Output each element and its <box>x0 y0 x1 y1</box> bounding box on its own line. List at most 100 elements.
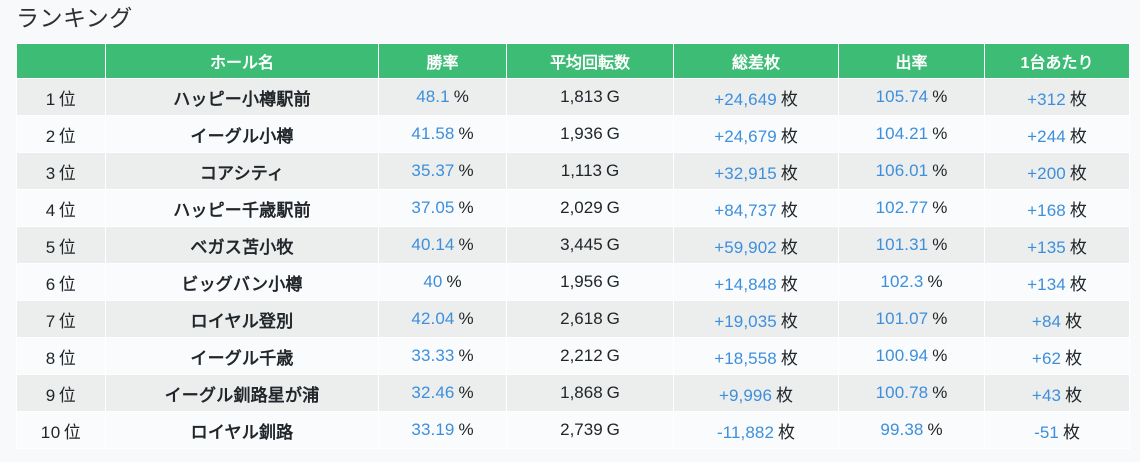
cell-total-diff-value: +14,848 <box>714 274 777 294</box>
cell-hall-name-value: ベガス苫小牧 <box>190 237 294 257</box>
table-header: ホール名 勝率 平均回転数 総差枚 出率 1台あたり <box>17 44 1129 78</box>
cell-rank-unit: 位 <box>63 422 82 442</box>
cell-rank-value: 1 <box>45 89 56 109</box>
cell-hall-name-value: ビッグバン小樽 <box>181 274 303 294</box>
cell-total-diff-value: +24,649 <box>714 89 777 109</box>
cell-win-rate: 35.37% <box>379 153 506 189</box>
cell-payout-rate: 106.01% <box>839 153 984 189</box>
table-row[interactable]: 2 位イーグル小樽 41.58% 1,936 G +24,679 枚 104.21% +244 枚 <box>17 116 1129 152</box>
cell-total-diff-unit: 枚 <box>780 163 798 183</box>
table-row[interactable]: 5 位ベガス苫小牧 40.14% 3,445 G +59,902 枚 101.31% +135 枚 <box>17 227 1129 263</box>
column-header-payout-rate[interactable]: 出率 <box>839 44 984 78</box>
column-header-avg-spins[interactable]: 平均回転数 <box>507 44 673 78</box>
cell-total-diff-value: +19,035 <box>714 311 777 331</box>
column-header-win-rate[interactable]: 勝率 <box>379 44 506 78</box>
cell-win-rate-unit: % <box>458 161 474 180</box>
cell-avg-spins: 1,113 G <box>507 153 673 189</box>
cell-per-machine-value: +43 <box>1031 385 1062 405</box>
cell-payout-rate: 99.38% <box>839 412 984 448</box>
cell-per-machine-unit: 枚 <box>1069 274 1087 294</box>
cell-total-diff-unit: 枚 <box>780 311 798 331</box>
column-header-per-machine[interactable]: 1台あたり <box>985 44 1129 78</box>
cell-win-rate: 32.46% <box>379 375 506 411</box>
cell-rank-value: 3 <box>45 163 56 183</box>
cell-hall-name: ロイヤル登別 <box>106 301 378 337</box>
cell-avg-spins: 1,956 G <box>507 264 673 300</box>
column-header-total-diff[interactable]: 総差枚 <box>674 44 838 78</box>
cell-win-rate: 40.14% <box>379 227 506 263</box>
cell-per-machine-unit: 枚 <box>1065 348 1083 368</box>
cell-avg-spins-value: 1,113 <box>560 161 603 180</box>
cell-win-rate-unit: % <box>458 346 474 365</box>
cell-hall-name-value: ハッピー小樽駅前 <box>173 89 311 109</box>
cell-avg-spins-unit: G <box>606 161 620 180</box>
table-row[interactable]: 7 位ロイヤル登別 42.04% 2,618 G +19,035 枚 101.07% +84 枚 <box>17 301 1129 337</box>
cell-payout-rate-value: 99.38 <box>880 420 924 439</box>
cell-avg-spins: 1,868 G <box>507 375 673 411</box>
cell-hall-name: イーグル千歳 <box>106 338 378 374</box>
table-row[interactable]: 9 位イーグル釧路星が浦 32.46% 1,868 G +9,996 枚 100.78% +43… <box>17 375 1129 411</box>
table-row[interactable]: 1 位ハッピー小樽駅前 48.1% 1,813 G +24,649 枚 105.74% +312… <box>17 79 1129 115</box>
cell-per-machine-unit: 枚 <box>1069 89 1087 109</box>
cell-payout-rate-value: 100.78 <box>875 383 929 402</box>
cell-payout-rate: 104.21% <box>839 116 984 152</box>
cell-per-machine-unit: 枚 <box>1062 422 1080 442</box>
cell-rank-unit: 位 <box>58 163 77 183</box>
column-header-rank[interactable] <box>17 44 105 78</box>
cell-payout-rate-value: 101.31 <box>875 235 929 254</box>
cell-rank-value: 10 <box>40 422 61 442</box>
cell-per-machine-unit: 枚 <box>1069 126 1087 146</box>
cell-total-diff: +24,679 枚 <box>674 116 838 152</box>
cell-hall-name-value: ハッピー千歳駅前 <box>173 200 311 220</box>
cell-total-diff-unit: 枚 <box>780 126 798 146</box>
cell-rank-unit: 位 <box>58 274 77 294</box>
column-header-hall-name[interactable]: ホール名 <box>106 44 378 78</box>
cell-avg-spins: 3,445 G <box>507 227 673 263</box>
cell-per-machine: +134 枚 <box>985 264 1129 300</box>
cell-rank-unit: 位 <box>58 126 77 146</box>
cell-avg-spins-unit: G <box>606 87 620 106</box>
cell-per-machine-unit: 枚 <box>1069 163 1087 183</box>
table-body: 1 位ハッピー小樽駅前 48.1% 1,813 G +24,649 枚 105.74% +312… <box>17 79 1129 448</box>
table-row[interactable]: 4 位ハッピー千歳駅前 37.05% 2,029 G +84,737 枚 102.77% +16… <box>17 190 1129 226</box>
cell-payout-rate: 102.3% <box>839 264 984 300</box>
cell-total-diff: +19,035 枚 <box>674 301 838 337</box>
cell-win-rate-value: 40 <box>423 272 443 291</box>
cell-rank-value: 9 <box>45 385 56 405</box>
cell-win-rate: 41.58% <box>379 116 506 152</box>
table-row[interactable]: 8 位イーグル千歳 33.33% 2,212 G +18,558 枚 100.94% +62 枚 <box>17 338 1129 374</box>
cell-total-diff-value: +18,558 <box>714 348 777 368</box>
cell-hall-name: ハッピー小樽駅前 <box>106 79 378 115</box>
cell-avg-spins: 2,212 G <box>507 338 673 374</box>
cell-total-diff: +9,996 枚 <box>674 375 838 411</box>
cell-avg-spins-unit: G <box>606 420 620 439</box>
table-row[interactable]: 6 位ビッグバン小樽 40% 1,956 G +14,848 枚 102.3% +134 枚 <box>17 264 1129 300</box>
cell-total-diff-unit: 枚 <box>780 274 798 294</box>
table-row[interactable]: 3 位コアシティ 35.37% 1,113 G +32,915 枚 106.01% +200 枚 <box>17 153 1129 189</box>
cell-hall-name-value: コアシティ <box>199 163 285 183</box>
cell-per-machine: +200 枚 <box>985 153 1129 189</box>
cell-rank-value: 8 <box>45 348 56 368</box>
table-row[interactable]: 10 位ロイヤル釧路 33.19% 2,739 G -11,882 枚 99.38% -51 枚 <box>17 412 1129 448</box>
cell-avg-spins-unit: G <box>606 383 620 402</box>
cell-payout-rate-unit: % <box>927 272 943 291</box>
cell-payout-rate: 100.94% <box>839 338 984 374</box>
cell-total-diff-unit: 枚 <box>776 385 794 405</box>
cell-payout-rate-value: 102.77 <box>875 198 929 217</box>
cell-avg-spins-value: 1,936 <box>560 124 603 143</box>
cell-per-machine: +312 枚 <box>985 79 1129 115</box>
cell-rank: 10 位 <box>17 412 105 448</box>
cell-rank-unit: 位 <box>58 348 77 368</box>
cell-win-rate-value: 33.19 <box>411 420 455 439</box>
cell-win-rate-unit: % <box>453 87 469 106</box>
cell-hall-name: イーグル釧路星が浦 <box>106 375 378 411</box>
cell-win-rate-value: 40.14 <box>411 235 455 254</box>
cell-hall-name-value: ロイヤル釧路 <box>190 422 294 442</box>
cell-avg-spins-unit: G <box>606 235 620 254</box>
cell-payout-rate-unit: % <box>932 161 948 180</box>
cell-rank-value: 4 <box>45 200 56 220</box>
